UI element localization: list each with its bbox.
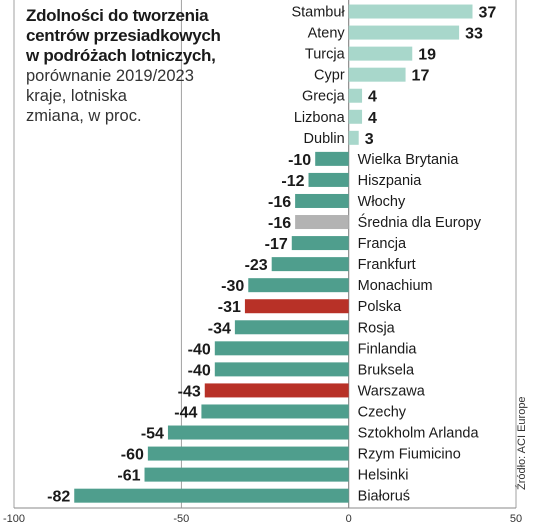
- category-label: Helsinki: [358, 468, 409, 484]
- category-label: Warszawa: [358, 383, 426, 399]
- bar: [271, 257, 349, 272]
- x-tick-label: 0: [346, 513, 352, 524]
- data-label: -16: [268, 194, 291, 211]
- category-label: Hiszpania: [358, 173, 423, 189]
- bar: [315, 151, 349, 166]
- bar: [348, 130, 359, 145]
- data-label: -16: [268, 215, 291, 232]
- bar: [204, 383, 349, 398]
- category-label: Rosja: [358, 320, 396, 336]
- data-label: -61: [117, 468, 140, 485]
- data-label: -10: [288, 152, 311, 169]
- data-label: -17: [265, 236, 288, 253]
- bar: [295, 215, 349, 230]
- data-label: -82: [47, 489, 70, 506]
- chart-title-line-2: centrów przesiadkowych: [26, 26, 221, 45]
- bar: [74, 488, 349, 503]
- x-tick-label: -50: [173, 513, 189, 524]
- bar: [214, 341, 349, 356]
- category-label: Czechy: [358, 404, 407, 420]
- data-label: 4: [368, 89, 377, 106]
- category-label: Francja: [358, 236, 407, 252]
- category-label: Turcja: [305, 47, 346, 63]
- data-label: -23: [245, 257, 268, 274]
- chart-subtitle-line-3: zmiana, w proc.: [26, 107, 142, 125]
- bar: [167, 425, 349, 440]
- bar: [144, 467, 349, 482]
- bar: [248, 278, 349, 293]
- bar: [234, 320, 349, 335]
- category-label: Sztokholm Arlanda: [358, 426, 480, 442]
- category-label: Monachium: [358, 278, 433, 294]
- bar: [244, 299, 349, 314]
- bar: [348, 25, 460, 40]
- category-label: Średnia dla Europy: [358, 213, 482, 231]
- bar: [291, 236, 349, 251]
- bar: [348, 109, 363, 124]
- bar: [348, 88, 363, 103]
- category-label: Białoruś: [358, 489, 410, 505]
- category-label: Wielka Brytania: [358, 152, 460, 168]
- data-label: -12: [281, 173, 304, 190]
- data-label: 33: [465, 26, 483, 43]
- source-note: Źródło: ACI Europe: [516, 396, 528, 490]
- category-label: Grecja: [302, 89, 346, 105]
- category-label: Cypr: [314, 68, 345, 84]
- data-label: -34: [208, 320, 231, 337]
- data-label: 19: [418, 47, 436, 64]
- data-label: -44: [174, 404, 197, 421]
- category-label: Frankfurt: [358, 257, 416, 273]
- x-tick-label: 50: [510, 513, 522, 524]
- data-label: -40: [188, 362, 211, 379]
- data-label: -40: [188, 341, 211, 358]
- category-label: Bruksela: [358, 362, 415, 378]
- category-label: Finlandia: [358, 341, 418, 357]
- category-label: Polska: [358, 299, 402, 315]
- chart-title-line-3: w podróżach lotniczych,: [26, 46, 216, 65]
- data-label: -31: [218, 299, 241, 316]
- bar: [147, 446, 349, 461]
- category-label: Stambuł: [291, 5, 345, 21]
- data-label: 37: [478, 5, 496, 22]
- category-label: Ateny: [308, 26, 346, 42]
- data-label: 3: [365, 131, 374, 148]
- data-label: 4: [368, 110, 377, 127]
- bar: [348, 46, 413, 61]
- data-label: -54: [141, 426, 164, 443]
- chart-title-line-1: Zdolności do tworzenia: [26, 6, 209, 25]
- bar: [308, 172, 349, 187]
- category-label: Rzym Fiumicino: [358, 447, 461, 463]
- chart-title-block: Zdolności do tworzenia centrów przesiadk…: [26, 6, 256, 126]
- chart-subtitle-line-2: kraje, lotniska: [26, 87, 127, 105]
- bar: [348, 67, 406, 82]
- bar: [348, 4, 473, 19]
- category-label: Dublin: [304, 131, 345, 147]
- x-tick-label: -100: [3, 513, 25, 524]
- data-label: 17: [412, 68, 430, 85]
- category-label: Włochy: [358, 194, 406, 210]
- bar: [201, 404, 349, 419]
- bar: [295, 193, 349, 208]
- chart-subtitle-line-1: porównanie 2019/2023: [26, 67, 194, 85]
- data-label: -60: [121, 447, 144, 464]
- bar: [214, 362, 349, 377]
- data-label: -30: [221, 278, 244, 295]
- data-label: -43: [178, 383, 201, 400]
- category-label: Lizbona: [294, 110, 346, 126]
